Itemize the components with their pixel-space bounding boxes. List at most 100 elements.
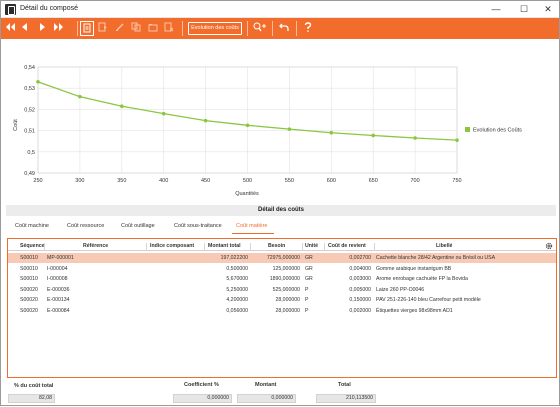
cell-cost-price: 0,002000 bbox=[349, 308, 371, 314]
toolbar: Evolution des coûts bbox=[1, 18, 559, 39]
cell-sequence: S00010 bbox=[20, 266, 38, 272]
table-row[interactable]: S00020 E-000134 4,200000 28,000000 P 0,1… bbox=[8, 295, 556, 305]
help-icon[interactable] bbox=[302, 21, 314, 36]
table-row[interactable]: S00020 E-000084 0,056000 28,000000 P 0,0… bbox=[8, 306, 556, 316]
coefficient-field[interactable]: 0,000000 bbox=[173, 394, 232, 403]
cell-description: Gomme arabique instantgum BB bbox=[376, 266, 452, 272]
cost-tabs: Coût machine Coût ressource Coût outilla… bbox=[6, 220, 556, 234]
tab-subcontracting-cost[interactable]: Coût sous-traitance bbox=[174, 223, 222, 229]
data-point bbox=[371, 133, 376, 138]
tab-resource-cost[interactable]: Coût ressource bbox=[67, 223, 105, 229]
data-point bbox=[78, 94, 82, 99]
first-record-icon[interactable] bbox=[4, 21, 16, 36]
cell-sequence: S00010 bbox=[20, 276, 38, 282]
last-record-icon[interactable] bbox=[52, 21, 64, 36]
data-point bbox=[203, 118, 208, 123]
maximize-button[interactable]: ☐ bbox=[519, 4, 529, 14]
toolbar-separator bbox=[247, 21, 248, 36]
y-tick-label: 0,5 bbox=[27, 150, 35, 156]
tab-machine-cost[interactable]: Coût machine bbox=[15, 223, 49, 229]
column-header-requirement[interactable]: Besoin bbox=[268, 243, 286, 249]
x-tick-label: 250 bbox=[33, 178, 42, 184]
data-point bbox=[287, 127, 292, 131]
data-point bbox=[329, 130, 334, 135]
table-row[interactable]: S00010 I-000008 5,670000 1890,000000 GR … bbox=[8, 274, 556, 284]
cell-total-amount: 5,250000 bbox=[226, 287, 248, 293]
cost-evolution-chart: 0,49 0,5 0,51 0,52 0,53 0,54 250 300 350 400 450 5… bbox=[13, 65, 522, 197]
tab-tooling-cost[interactable]: Coût outillage bbox=[121, 223, 155, 229]
totals-footer: % du coût total 82,08 Coefficient % 0,00… bbox=[1, 381, 559, 407]
folder-document-icon[interactable] bbox=[147, 21, 159, 36]
amount-field[interactable]: 0,000000 bbox=[237, 394, 296, 403]
x-axis-label: Quantités bbox=[235, 191, 259, 197]
column-divider bbox=[250, 243, 251, 251]
y-axis-ticks: 0,49 0,5 0,51 0,52 0,53 0,54 bbox=[24, 65, 35, 177]
cell-unit: P bbox=[305, 287, 309, 293]
chart-legend: Evolution des Coûts bbox=[465, 127, 522, 134]
x-tick-label: 750 bbox=[452, 178, 461, 184]
data-point bbox=[36, 80, 40, 84]
edit-document-icon[interactable] bbox=[114, 21, 126, 36]
tab-material-cost[interactable]: Coût matière bbox=[236, 223, 268, 229]
cell-description: Laize 260 PP-O0046 bbox=[376, 287, 425, 293]
close-button[interactable]: ✕ bbox=[544, 4, 552, 14]
cell-sequence: S00010 bbox=[20, 255, 38, 261]
y-axis-label: Coût bbox=[13, 119, 19, 131]
toolbar-separator bbox=[182, 21, 183, 36]
column-divider bbox=[324, 243, 325, 251]
series-cost-evolution bbox=[36, 80, 459, 142]
cell-sequence: S00020 bbox=[20, 287, 38, 293]
x-tick-label: 650 bbox=[369, 178, 378, 184]
cell-sequence: S00020 bbox=[20, 297, 38, 303]
table-row[interactable]: S00010 I-000004 0,500000 125,000000 GR 0… bbox=[8, 264, 556, 274]
previous-record-icon[interactable] bbox=[19, 21, 29, 36]
export-document-icon[interactable] bbox=[97, 21, 109, 36]
cell-reference: I-000008 bbox=[47, 276, 68, 282]
column-header-description[interactable]: Libellé bbox=[436, 243, 453, 249]
cell-description: Étiquettes vierges 98x98mm AD1 bbox=[376, 308, 453, 314]
cell-total-amount: 197,022200 bbox=[220, 255, 248, 261]
cell-unit: GR bbox=[305, 255, 313, 261]
zoom-in-icon[interactable] bbox=[252, 21, 266, 36]
x-tick-label: 550 bbox=[285, 178, 294, 184]
pct-total-field[interactable]: 82,08 bbox=[8, 394, 55, 403]
x-tick-label: 400 bbox=[159, 178, 168, 184]
y-tick-label: 0,54 bbox=[24, 65, 35, 71]
data-point bbox=[413, 136, 417, 140]
evolution-costs-button[interactable]: Evolution des coûts bbox=[188, 22, 242, 35]
column-divider bbox=[44, 243, 45, 251]
column-header-total-amount[interactable]: Montant total bbox=[208, 243, 241, 249]
cell-unit: GR bbox=[305, 276, 313, 282]
undo-icon[interactable] bbox=[278, 21, 290, 36]
total-field[interactable]: 210,113500 bbox=[316, 394, 376, 403]
next-record-icon[interactable] bbox=[38, 21, 48, 36]
cell-requirement: 28,000000 bbox=[275, 308, 300, 314]
toolbar-separator bbox=[296, 21, 297, 36]
column-header-sequence[interactable]: Séquence bbox=[20, 243, 45, 249]
minimize-button[interactable]: — bbox=[491, 4, 501, 14]
y-tick-label: 0,49 bbox=[24, 171, 35, 177]
x-tick-label: 700 bbox=[411, 178, 420, 184]
cell-description: PAV 251-226-140 bleu Carrefour petit mod… bbox=[376, 297, 481, 303]
column-header-cost-price[interactable]: Coût de revient bbox=[328, 243, 366, 249]
table-row[interactable]: S00010 MP-000001 197,022200 72975,000000… bbox=[8, 253, 556, 263]
cell-total-amount: 0,500000 bbox=[226, 266, 248, 272]
x-axis-ticks: 250 300 350 400 450 500 550 600 650 700 750 bbox=[33, 178, 461, 184]
cell-description: Cachette blanche 28/42 Argentine ou Brés… bbox=[376, 255, 496, 261]
column-header-unit[interactable]: Unité bbox=[305, 243, 318, 249]
x-tick-label: 600 bbox=[327, 178, 336, 184]
cell-reference: E-000134 bbox=[47, 297, 70, 303]
material-cost-grid: Séquence Référence Indice composant Mont… bbox=[7, 238, 557, 378]
cell-cost-price: 0,005000 bbox=[349, 287, 371, 293]
cell-total-amount: 0,056000 bbox=[226, 308, 248, 314]
delete-document-icon[interactable] bbox=[163, 21, 175, 36]
column-header-reference[interactable]: Référence bbox=[83, 243, 109, 249]
column-header-component-index[interactable]: Indice composant bbox=[150, 243, 195, 249]
copy-document-icon[interactable] bbox=[130, 21, 142, 36]
document-icon[interactable] bbox=[80, 21, 94, 36]
cell-reference: E-000036 bbox=[47, 287, 70, 293]
table-row[interactable]: S00020 E-000036 5,250000 525,000000 P 0,… bbox=[8, 285, 556, 295]
y-tick-label: 0,53 bbox=[24, 86, 35, 92]
gear-icon[interactable] bbox=[545, 242, 553, 250]
